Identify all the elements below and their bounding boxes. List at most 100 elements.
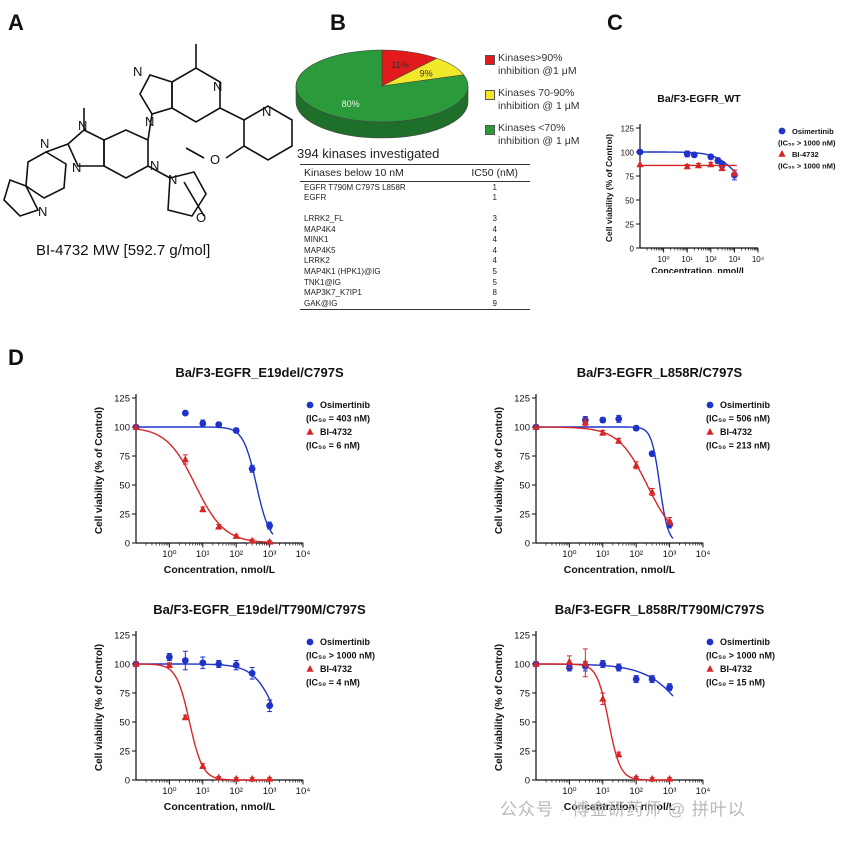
x-tick-label: 10⁴ xyxy=(296,786,311,797)
y-tick-label: 50 xyxy=(519,481,530,492)
data-point xyxy=(599,417,606,424)
chemical-structure: N N N N O N N N N N N O xyxy=(0,30,300,270)
data-point xyxy=(582,659,589,666)
legend-ic50: (IC₅₀ > 1000 nM) xyxy=(778,139,836,148)
data-point xyxy=(266,522,273,529)
legend-item: BI-4732 (IC₅₀ = 6 nM) xyxy=(306,427,360,451)
data-point xyxy=(649,775,656,782)
kinase-ic50: 4 xyxy=(455,245,530,256)
data-point xyxy=(707,153,714,160)
x-tick-label: 10⁰ xyxy=(162,786,177,797)
y-tick-label: 125 xyxy=(114,394,130,405)
y-tick-label: 0 xyxy=(630,245,635,254)
data-point xyxy=(307,639,314,646)
data-point xyxy=(306,428,313,435)
data-point xyxy=(778,150,785,157)
y-tick-label: 0 xyxy=(125,776,130,787)
kinase-name: EGFR xyxy=(300,193,455,204)
data-point xyxy=(649,676,656,683)
fit-curve xyxy=(536,427,673,538)
x-axis-label: Concentration, nmol/L xyxy=(164,564,276,576)
data-point xyxy=(233,427,240,434)
y-tick-label: 25 xyxy=(519,510,530,521)
y-tick-label: 75 xyxy=(625,173,634,182)
data-point xyxy=(615,664,622,671)
data-point xyxy=(666,775,673,782)
data-point xyxy=(266,538,273,545)
kinase-ic50: 8 xyxy=(455,287,530,298)
y-axis-label: Cell viability (% of Control) xyxy=(494,644,505,771)
watermark: 公众号 · 博金研药师 @ 拼叶以 xyxy=(500,795,746,820)
atom-label-n: N xyxy=(262,104,271,119)
table-row: EGFR T790M C797S L858R 1 xyxy=(300,182,530,193)
legend-ic50: (IC₅₀ = 4 nM) xyxy=(306,678,360,688)
table-header-row: Kinases below 10 nM IC50 (nM) xyxy=(300,165,530,182)
chart-title: Ba/F3-EGFR_E19del/T790M/C797S xyxy=(153,602,366,617)
data-point xyxy=(566,658,573,665)
table-spacer-row xyxy=(300,203,530,213)
x-tick-label: 10⁰ xyxy=(562,549,577,560)
y-tick-label: 100 xyxy=(621,149,635,158)
pie-legend-item: Kinases <70% inhibition @ 1 μM xyxy=(485,122,580,148)
legend-series-name: BI-4732 xyxy=(320,664,352,674)
legend-series-name: BI-4732 xyxy=(792,150,819,159)
data-point xyxy=(599,695,606,702)
kinase-name: LRRK2 xyxy=(300,256,455,267)
data-point xyxy=(249,670,256,677)
data-point xyxy=(233,662,240,669)
table-row: GAK@IG 9 xyxy=(300,298,530,309)
x-tick-label: 10⁴ xyxy=(696,549,711,560)
pie-legend: Kinases>90% inhibition @1 μM Kinases 70-9… xyxy=(485,52,580,157)
legend-item: Osimertinib (IC₅₀ > 1000 nM) xyxy=(306,637,375,661)
x-tick-label: 10² xyxy=(629,549,643,560)
table-row: MAP4K4 4 xyxy=(300,224,530,235)
legend-series-name: Osimertinib xyxy=(720,637,771,647)
legend-series-name: BI-4732 xyxy=(720,427,752,437)
legend-ic50: (IC₅₀ = 6 nM) xyxy=(306,441,360,451)
data-point xyxy=(182,410,189,417)
kinase-ic50: 5 xyxy=(455,277,530,288)
table-row: LRRK2 4 xyxy=(300,256,530,267)
y-tick-label: 125 xyxy=(621,125,635,134)
legend-item: BI-4732(IC₅₀ > 1000 nM) xyxy=(778,150,836,171)
atom-label-n: N xyxy=(72,160,81,175)
data-point xyxy=(599,429,606,436)
kinase-name: EGFR T790M C797S L858R xyxy=(300,182,455,193)
pie-legend-item: Kinases>90% inhibition @1 μM xyxy=(485,52,580,78)
data-point xyxy=(615,437,622,444)
x-tick-label: 10¹ xyxy=(196,549,210,560)
data-point xyxy=(615,415,622,422)
data-point xyxy=(706,665,713,672)
legend-series-name: BI-4732 xyxy=(320,427,352,437)
chart-e19del-t790m-c797s: Ba/F3-EGFR_E19del/T790M/C797S02550751001… xyxy=(88,597,418,822)
kinase-ic50: 9 xyxy=(455,298,530,309)
y-tick-label: 75 xyxy=(519,689,530,700)
legend-ic50: (IC₅₀ = 15 nM) xyxy=(706,678,765,688)
data-point xyxy=(684,151,691,158)
panel-letter-c: C xyxy=(607,10,623,36)
x-tick-label: 10¹ xyxy=(196,786,210,797)
data-series xyxy=(532,418,673,526)
kinase-ic50: 4 xyxy=(455,224,530,235)
y-tick-label: 75 xyxy=(119,689,130,700)
legend-item: BI-4732(IC₅₀ = 15 nM) xyxy=(706,664,765,688)
y-tick-label: 0 xyxy=(125,539,130,550)
kinase-name: MAP3K7_K7IP1 xyxy=(300,287,455,298)
x-tick-label: 10³ xyxy=(263,549,277,560)
chart-title: Ba/F3-EGFR_L858R/T790M/C797S xyxy=(555,602,765,617)
atom-label-n: N xyxy=(150,158,159,173)
y-tick-label: 50 xyxy=(119,481,130,492)
y-axis-label: Cell viability (% of Control) xyxy=(494,407,505,534)
y-tick-label: 0 xyxy=(525,776,530,787)
legend-series-name: Osimertinib xyxy=(792,127,834,136)
panel-letter-b: B xyxy=(330,10,346,36)
y-axis-label: Cell viability (% of Control) xyxy=(94,644,105,771)
data-point xyxy=(649,450,656,457)
y-axis-label: Cell viability (% of Control) xyxy=(604,134,614,242)
data-series xyxy=(532,649,673,782)
table-row: LRRK2_FL 3 xyxy=(300,213,530,224)
x-tick-label: 10⁴ xyxy=(296,549,311,560)
pie-legend-sublabel: inhibition @1 μM xyxy=(498,65,577,77)
kinase-name: MAP4K1 (HPK1)@IG xyxy=(300,266,455,277)
data-point xyxy=(199,420,206,427)
